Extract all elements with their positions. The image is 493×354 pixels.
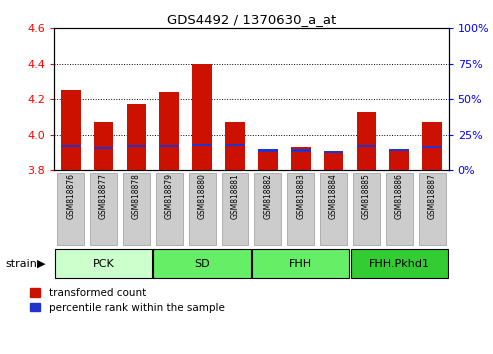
FancyBboxPatch shape	[57, 173, 84, 245]
Bar	[127, 104, 146, 170]
Bar	[291, 147, 311, 170]
FancyBboxPatch shape	[386, 173, 413, 245]
Text: GSM818886: GSM818886	[395, 173, 404, 219]
Bar	[423, 146, 442, 148]
Text: strain: strain	[5, 259, 37, 269]
Text: GSM818881: GSM818881	[231, 173, 240, 219]
Bar	[61, 145, 80, 147]
Text: GSM818883: GSM818883	[296, 173, 305, 219]
Text: GSM818884: GSM818884	[329, 173, 338, 219]
FancyBboxPatch shape	[55, 249, 152, 278]
FancyBboxPatch shape	[351, 249, 448, 278]
Text: GSM818879: GSM818879	[165, 173, 174, 219]
Bar	[61, 90, 80, 170]
Bar	[324, 151, 344, 153]
Bar	[127, 145, 146, 147]
Bar	[356, 112, 376, 170]
FancyBboxPatch shape	[254, 173, 282, 245]
Text: GSM818880: GSM818880	[198, 173, 207, 219]
Text: GSM818877: GSM818877	[99, 173, 108, 219]
FancyBboxPatch shape	[221, 173, 248, 245]
Text: FHH: FHH	[289, 259, 312, 269]
FancyBboxPatch shape	[287, 173, 314, 245]
Bar	[225, 144, 245, 146]
Bar	[159, 92, 179, 170]
Text: GSM818876: GSM818876	[66, 173, 75, 219]
Bar	[94, 147, 113, 149]
Bar	[356, 145, 376, 147]
FancyBboxPatch shape	[123, 173, 150, 245]
FancyBboxPatch shape	[90, 173, 117, 245]
Bar	[389, 148, 409, 150]
Bar	[159, 145, 179, 147]
Bar	[258, 149, 278, 170]
FancyBboxPatch shape	[156, 173, 183, 245]
Bar	[291, 149, 311, 152]
FancyBboxPatch shape	[189, 173, 215, 245]
Legend: transformed count, percentile rank within the sample: transformed count, percentile rank withi…	[30, 289, 224, 313]
Text: ▶: ▶	[37, 259, 45, 269]
Text: SD: SD	[194, 259, 210, 269]
FancyBboxPatch shape	[419, 173, 446, 245]
Text: GSM818885: GSM818885	[362, 173, 371, 219]
FancyBboxPatch shape	[353, 173, 380, 245]
FancyBboxPatch shape	[153, 249, 251, 278]
Title: GDS4492 / 1370630_a_at: GDS4492 / 1370630_a_at	[167, 13, 336, 26]
Bar	[192, 64, 212, 170]
Text: GSM818882: GSM818882	[263, 173, 272, 219]
Bar	[94, 122, 113, 170]
Text: PCK: PCK	[93, 259, 114, 269]
Text: GSM818887: GSM818887	[428, 173, 437, 219]
Bar	[192, 144, 212, 146]
Bar	[258, 149, 278, 152]
FancyBboxPatch shape	[320, 173, 347, 245]
Bar	[389, 150, 409, 170]
Bar	[423, 122, 442, 170]
Text: GSM818878: GSM818878	[132, 173, 141, 219]
Text: FHH.Pkhd1: FHH.Pkhd1	[369, 259, 430, 269]
Bar	[225, 122, 245, 170]
FancyBboxPatch shape	[252, 249, 350, 278]
Bar	[324, 152, 344, 170]
